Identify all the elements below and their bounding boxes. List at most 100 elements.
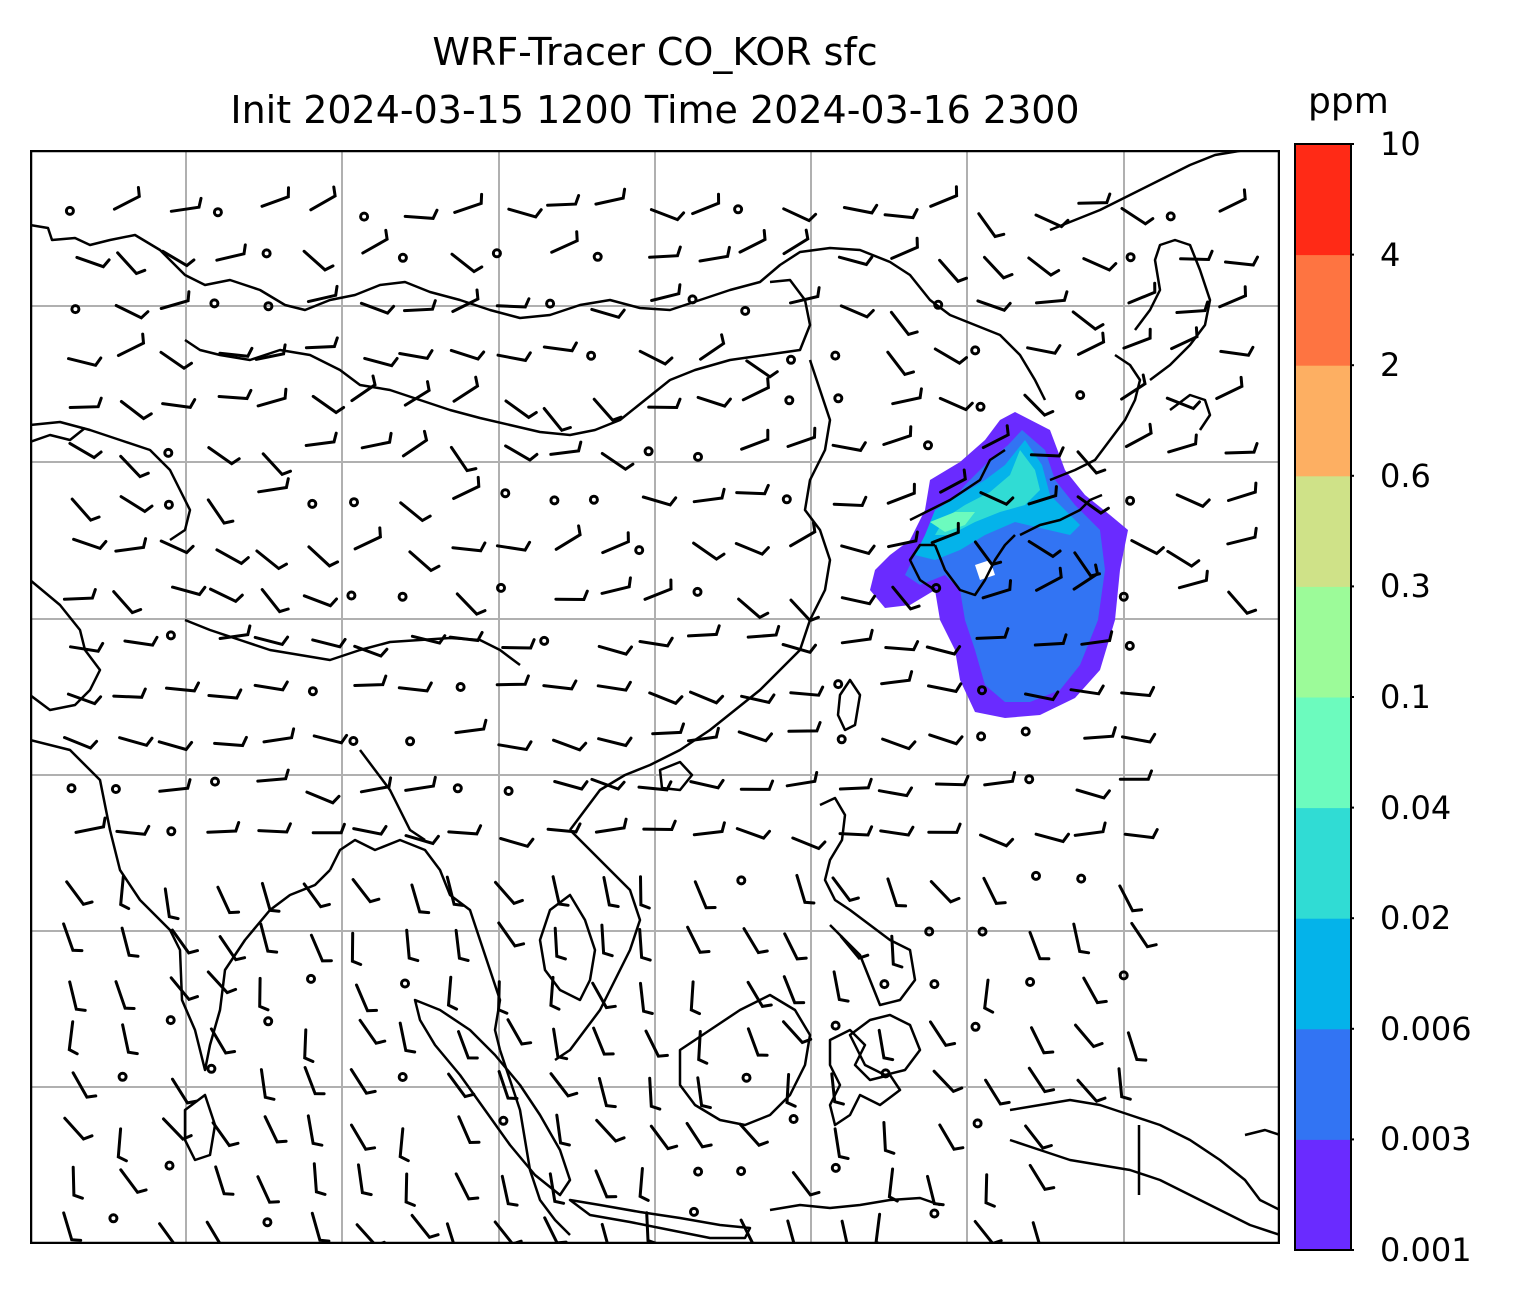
wind-barb: [927, 822, 962, 834]
wind-barb: [1120, 685, 1156, 698]
wind-barb: [977, 212, 1006, 239]
wind-barb: [259, 1068, 276, 1101]
wind-barb: [840, 594, 877, 606]
calm-wind-marker: [970, 345, 981, 356]
wind-barb: [405, 928, 420, 963]
wind-barb: [159, 539, 195, 555]
wind-barb: [648, 1076, 662, 1111]
wind-barb: [207, 446, 241, 466]
wind-barb: [1076, 495, 1110, 515]
wind-barb: [638, 928, 652, 962]
wind-barb: [118, 736, 154, 748]
calm-wind-marker: [736, 1166, 747, 1177]
calm-wind-marker: [923, 440, 933, 451]
wind-barb: [258, 976, 270, 1012]
wind-barb: [410, 883, 431, 915]
wind-barb: [62, 1211, 83, 1242]
wind-barb: [884, 640, 920, 652]
wind-barb: [596, 680, 632, 692]
colorbar-segment: [1295, 586, 1351, 698]
wind-barb: [1177, 569, 1209, 590]
wind-barb: [740, 428, 770, 451]
wind-barb: [740, 693, 776, 705]
wind-barb: [735, 827, 771, 840]
wind-barb: [71, 1165, 84, 1200]
calm-wind-marker: [879, 979, 890, 990]
wind-barb: [886, 482, 916, 505]
wind-barb: [791, 836, 827, 851]
wind-barb: [302, 882, 331, 909]
calm-wind-marker: [307, 686, 318, 697]
wind-barb: [499, 837, 535, 849]
wind-barb: [70, 497, 101, 522]
wind-barb: [697, 1030, 709, 1065]
wind-barb: [791, 1171, 821, 1197]
wind-barb: [1026, 344, 1062, 355]
wind-barb: [594, 187, 627, 206]
wind-barb: [253, 635, 290, 647]
wind-barb: [638, 1167, 650, 1202]
wind-barb: [257, 477, 290, 494]
calm-wind-marker: [452, 783, 463, 794]
wind-barb: [689, 690, 725, 705]
wind-barb: [1027, 256, 1061, 277]
wind-barb: [69, 641, 105, 653]
wind-barb: [839, 304, 875, 319]
colorbar-tick-label: 0.003: [1380, 1120, 1472, 1159]
wind-barb: [597, 736, 633, 748]
wind-barb: [737, 730, 773, 743]
wind-barb: [62, 588, 97, 601]
calm-wind-marker: [209, 298, 220, 309]
wind-barb: [363, 356, 399, 368]
wind-barb: [1226, 526, 1258, 546]
colorbar-tick-label: 4: [1380, 235, 1401, 274]
calm-wind-marker: [924, 926, 935, 937]
calm-wind-marker: [491, 248, 502, 259]
wind-barb: [551, 875, 570, 907]
wind-barb: [410, 1213, 440, 1240]
wind-barb: [738, 1122, 769, 1147]
wind-barb: [1118, 884, 1144, 913]
wind-barb: [171, 1077, 198, 1105]
wind-barb: [497, 980, 509, 1015]
wind-barb: [542, 341, 578, 353]
wind-barb: [600, 923, 614, 958]
wind-barb: [592, 1026, 615, 1056]
calm-wind-marker: [503, 786, 514, 796]
wind-barb: [445, 875, 465, 907]
wind-barb: [692, 541, 726, 561]
wind-barb: [357, 1163, 373, 1197]
wind-barb: [1218, 285, 1248, 309]
wind-barb: [831, 441, 867, 453]
wind-barb: [457, 1030, 479, 1060]
wind-barb: [450, 252, 484, 274]
wind-barb: [929, 185, 959, 208]
wind-barb: [312, 733, 349, 745]
colorbar-tick-label: 10: [1380, 125, 1421, 163]
calm-wind-marker: [397, 1072, 408, 1082]
wind-barb: [600, 452, 635, 472]
wind-barb: [1035, 566, 1063, 592]
wind-barb: [1175, 300, 1210, 314]
wind-barb: [638, 636, 674, 648]
wind-barb: [403, 208, 439, 220]
wind-barb: [1030, 1026, 1055, 1055]
wind-barb: [832, 495, 868, 508]
wind-barb: [506, 1018, 533, 1046]
wind-barb: [256, 768, 290, 783]
wind-barb: [408, 550, 441, 573]
wind-barb: [119, 495, 154, 514]
wind-barb: [1075, 788, 1111, 800]
wind-barb: [838, 777, 873, 791]
wind-barb: [360, 431, 393, 450]
wind-barb: [782, 975, 806, 1005]
wind-barb: [886, 350, 915, 377]
wind-barb: [691, 192, 721, 216]
wind-barb: [830, 1072, 845, 1106]
wind-barb: [447, 824, 483, 836]
wind-barb: [306, 1114, 324, 1147]
wind-barb: [549, 1072, 579, 1098]
wind-barb: [495, 297, 531, 309]
wind-barb: [451, 541, 487, 553]
wind-barb: [650, 283, 682, 302]
